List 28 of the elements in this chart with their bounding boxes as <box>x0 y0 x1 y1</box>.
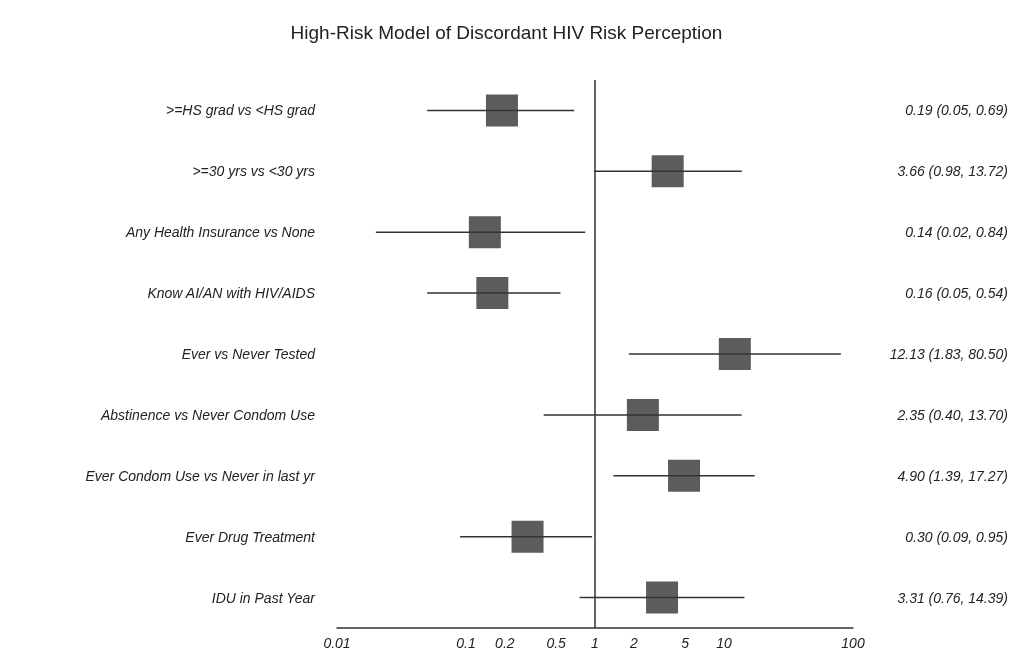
y-tick-label: Ever Condom Use vs Never in last yr <box>85 467 317 484</box>
y-tick-label: IDU in Past Year <box>211 589 317 606</box>
x-tick-label: 5 <box>681 635 690 651</box>
data-label: 4.90 (1.39, 17.27) <box>897 467 1008 484</box>
x-tick-label: 0.1 <box>456 635 476 651</box>
y-tick-label: >=30 yrs vs <30 yrs <box>192 163 315 180</box>
y-tick-label: Know AI/AN with HIV/AIDS <box>147 285 316 302</box>
x-tick-label: 100 <box>841 635 865 651</box>
x-tick-label: 1 <box>591 635 599 651</box>
x-tick-label: 0.01 <box>323 635 351 651</box>
data-label: 3.66 (0.98, 13.72) <box>897 163 1008 180</box>
y-tick-label: Ever Drug Treatment <box>185 528 317 545</box>
data-label: 3.31 (0.76, 14.39) <box>897 589 1008 606</box>
y-tick-label: Any Health Insurance vs None <box>124 224 316 241</box>
x-tick-label: 10 <box>716 635 732 651</box>
y-tick-label: Ever vs Never Tested <box>181 346 317 362</box>
data-label: 0.30 (0.09, 0.95) <box>905 528 1008 545</box>
data-label: 2.35 (0.40, 13.70) <box>896 406 1008 423</box>
y-tick-label: >=HS grad vs <HS grad <box>165 102 317 119</box>
x-tick-label: 2 <box>628 635 638 651</box>
chart-title: High-Risk Model of Discordant HIV Risk Perception <box>290 22 723 43</box>
x-tick-label: 0.5 <box>546 635 567 651</box>
data-label: 0.16 (0.05, 0.54) <box>905 285 1008 302</box>
y-tick-label: Abstinence vs Never Condom Use <box>100 406 316 423</box>
x-tick-label: 0.2 <box>495 635 515 651</box>
data-label: 0.19 (0.05, 0.69) <box>905 102 1008 119</box>
data-label: 12.13 (1.83, 80.50) <box>889 346 1008 362</box>
data-label: 0.14 (0.02, 0.84) <box>905 224 1008 241</box>
